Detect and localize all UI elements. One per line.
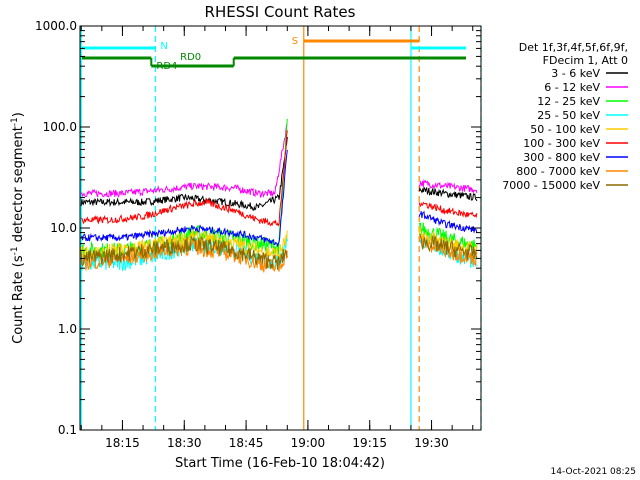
x-tick-label: 19:00 (291, 436, 326, 450)
legend-entry-label: 7000 - 15000 keV (502, 179, 600, 192)
rd0-label: RD0 (180, 52, 201, 63)
series-line (81, 149, 288, 247)
series-line-after-gap (418, 201, 478, 219)
night-label: N (160, 41, 167, 52)
series-line (80, 130, 288, 227)
x-tick-label: 18:15 (105, 436, 140, 450)
series-line (80, 229, 288, 262)
x-axis-label: Start Time (16-Feb-10 18:04:42) (175, 456, 385, 471)
x-tick-label: 19:30 (414, 436, 449, 450)
series-line-after-gap (418, 210, 478, 234)
legend-entry-label: 3 - 6 keV (551, 67, 600, 80)
legend-entry-label: 100 - 300 keV (523, 137, 600, 150)
series-line-after-gap (418, 186, 478, 202)
legend-header-line-1: Det 1f,3f,4f,5f,6f,9f, (519, 41, 628, 54)
x-tick-label: 19:15 (352, 436, 387, 450)
y-axis: 0.1 1.0 10.0 100.0 1000.0 (35, 19, 481, 437)
rd4-label: RD4 (156, 61, 177, 72)
x-axis: 18:15 18:30 18:45 19:00 19:15 19:30 (80, 26, 474, 450)
legend-entry-label: 800 - 7000 keV (516, 165, 600, 178)
y-axis-label-sup2: -1 (10, 117, 20, 126)
series-line (80, 123, 288, 199)
y-axis-label-tail: detector segment (11, 126, 26, 246)
legend: Det 1f,3f,4f,5f,6f,9f, FDecim 1, Att 0 3… (502, 41, 628, 192)
legend-entry-label: 300 - 800 keV (523, 151, 600, 164)
chart-title: RHESSI Count Rates (205, 3, 356, 21)
x-tick-label: 18:45 (229, 436, 264, 450)
y-tick-label: 0.1 (58, 423, 77, 437)
series-line (80, 235, 288, 270)
legend-entry-label: 50 - 100 keV (530, 123, 600, 136)
series-line (80, 136, 288, 211)
y-tick-label: 10.0 (50, 221, 77, 235)
legend-header-line-2: FDecim 1, Att 0 (543, 54, 628, 67)
legend-entry-label: 6 - 12 keV (544, 81, 600, 94)
y-axis-label: Count Rate (s-1 detector segment-1) (10, 112, 26, 344)
legend-entry-label: 25 - 50 keV (537, 109, 600, 122)
y-tick-label: 1000.0 (35, 19, 77, 33)
footer-date: 14-Oct-2021 08:25 (551, 467, 636, 477)
series-line-after-gap (418, 233, 478, 260)
y-tick-label: 1.0 (58, 322, 77, 336)
legend-entry-label: 12 - 25 keV (537, 95, 600, 108)
y-tick-label: 100.0 (43, 120, 77, 134)
y-axis-label-sup: -1 (10, 246, 20, 255)
s-label: S (292, 36, 298, 47)
y-axis-label-close: ) (11, 112, 26, 117)
series-line-after-gap (418, 178, 478, 194)
x-tick-label: 18:30 (167, 436, 202, 450)
y-axis-label-main: Count Rate (s (11, 255, 26, 344)
